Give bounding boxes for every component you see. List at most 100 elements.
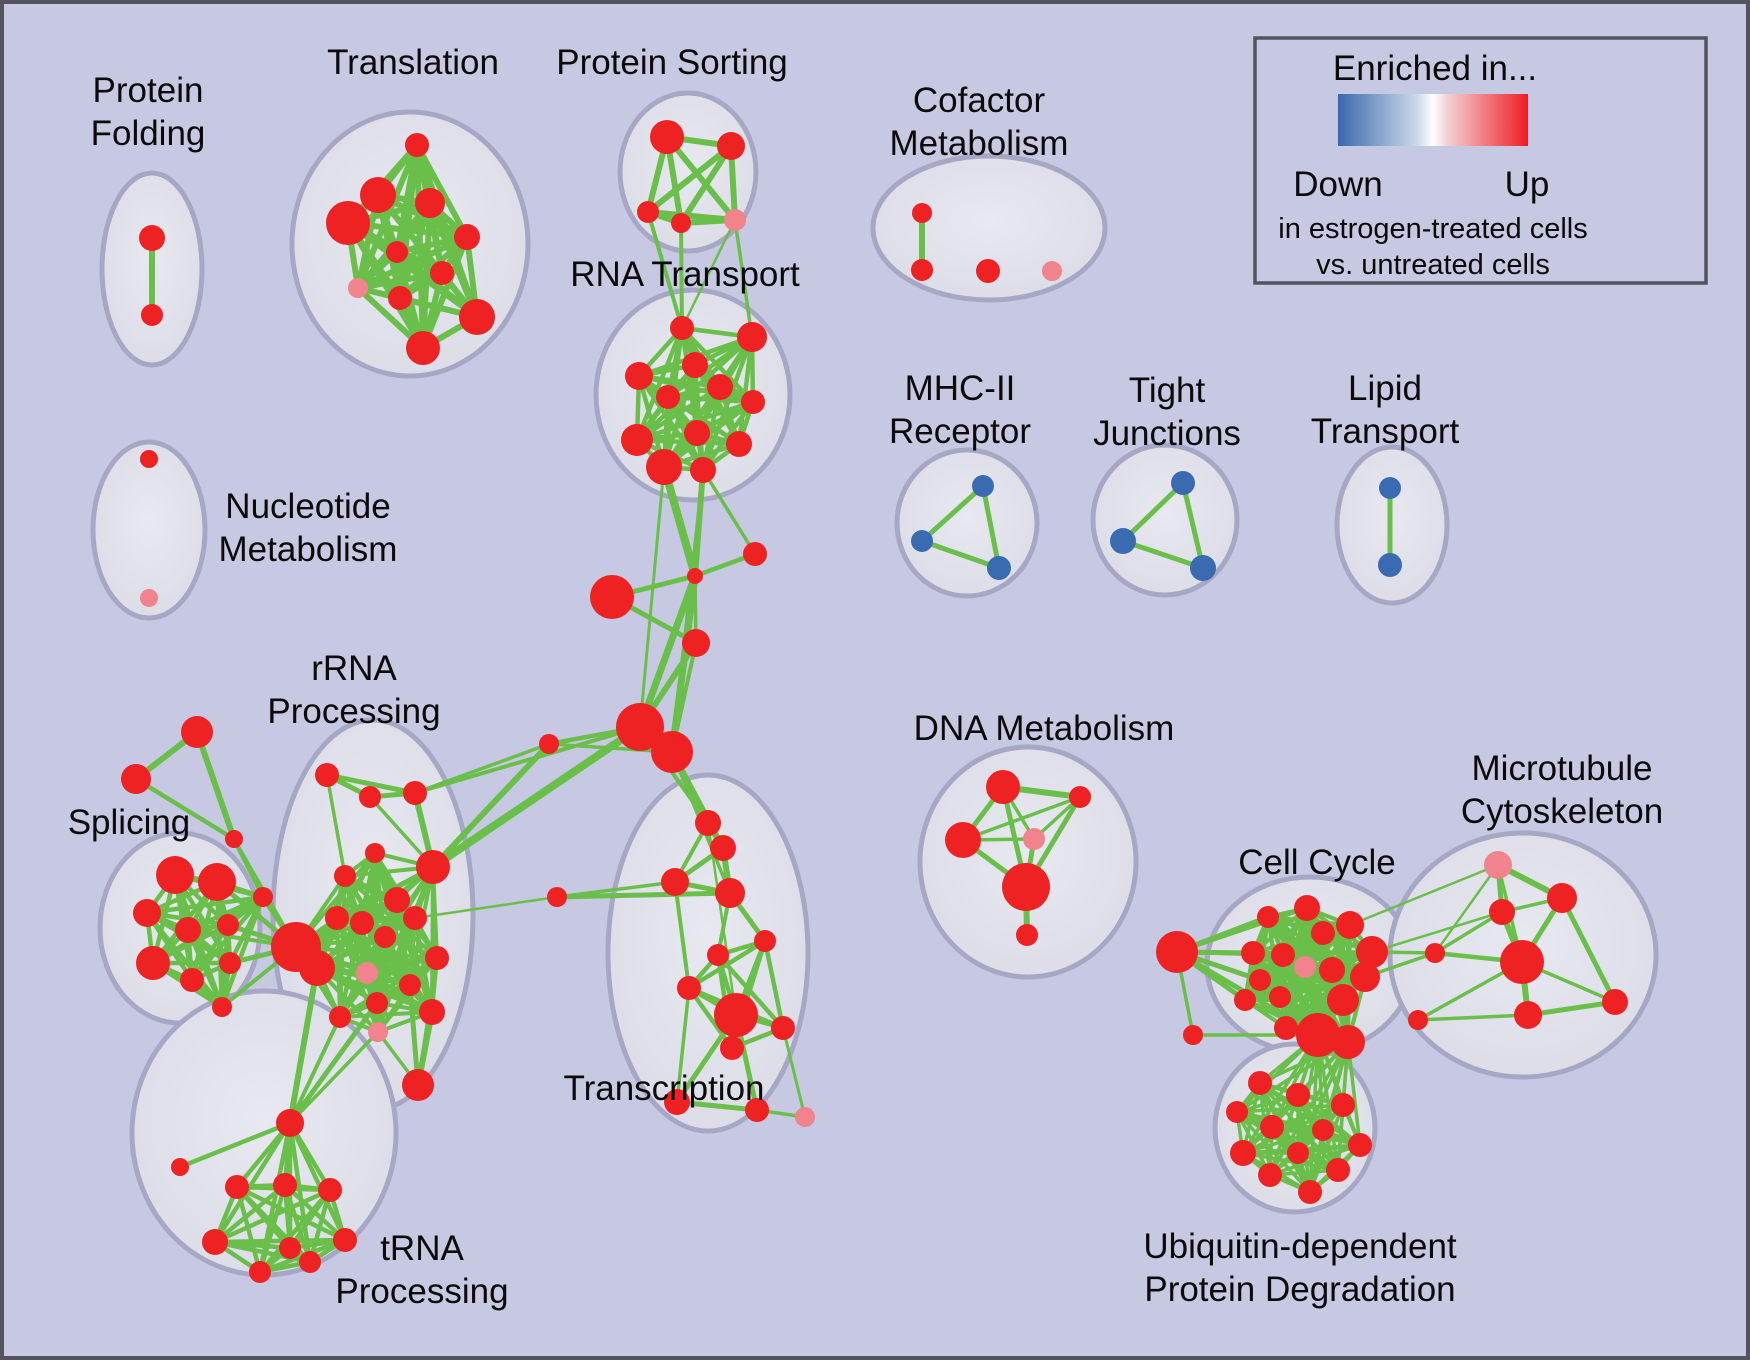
node-tl2	[360, 177, 396, 213]
label-splicing-line1: Splicing	[68, 803, 191, 842]
label-nucleotide-metabolism-line1: Nucleotide	[225, 487, 390, 526]
edge-r10-r17	[338, 916, 417, 1019]
label-rrna-processing-line1: rRNA	[311, 649, 397, 688]
edge-rt2-rt10	[736, 334, 755, 447]
edge-r8-r17	[335, 916, 342, 1019]
node-ps1	[650, 120, 684, 154]
node-r10	[403, 906, 427, 930]
legend-down-label: Down	[1293, 165, 1382, 204]
node-x6	[707, 944, 729, 966]
node-u2	[171, 1158, 189, 1176]
node-c14	[1269, 986, 1291, 1008]
edge-r16-r17	[338, 1010, 434, 1019]
edge-x10-x14	[781, 1026, 807, 1119]
node-h3	[590, 575, 634, 619]
node-c11	[1350, 962, 1380, 992]
node-pf1	[139, 225, 165, 251]
node-m4	[1500, 940, 1544, 984]
node-rt11	[646, 449, 682, 485]
node-nm2	[140, 589, 158, 607]
label-translation-line1: Translation	[327, 43, 499, 82]
edge-x7-x10	[762, 938, 786, 1031]
node-s4	[175, 917, 201, 943]
node-rt8	[621, 424, 653, 456]
edge-q3-q4	[1235, 1103, 1345, 1114]
edge-u1-u8	[287, 1120, 348, 1243]
node-x10	[771, 1016, 795, 1040]
edge-rt1-rt8	[634, 325, 685, 443]
edge-u2-u1	[177, 1120, 293, 1170]
edge-c4-c18	[1346, 923, 1352, 1044]
label-cell-cycle-line1: Cell Cycle	[1238, 843, 1396, 882]
node-mh1	[972, 475, 994, 497]
node-x2	[710, 835, 736, 861]
edge-q6-q7	[1241, 1128, 1325, 1155]
node-s2	[198, 863, 236, 901]
node-c7	[1294, 956, 1316, 978]
node-c9	[1249, 969, 1271, 991]
edge-u4-u9	[257, 1182, 288, 1275]
edge-h1-h5	[636, 572, 699, 731]
node-r14	[399, 974, 421, 996]
edge-h5-r6	[429, 723, 644, 871]
label-ubiquitin-degradation-line1: Ubiquitin-dependent	[1143, 1227, 1457, 1266]
node-m2	[1547, 883, 1577, 913]
edge-q7-q10	[1241, 1151, 1340, 1172]
label-protein-folding-line2: Folding	[91, 114, 206, 153]
node-s1	[156, 856, 194, 894]
edge-x3-x8	[673, 880, 691, 990]
node-h6	[651, 731, 693, 773]
node-d1	[986, 770, 1020, 804]
node-q9	[1348, 1133, 1372, 1157]
node-u10	[299, 1251, 321, 1273]
edge-r1-r3	[324, 772, 418, 796]
node-t3	[225, 830, 243, 848]
node-r3	[403, 781, 427, 805]
edge-rt11-h1	[660, 463, 699, 580]
node-mh2	[911, 530, 933, 552]
label-cofactor-metabolism-line1: Cofactor	[913, 81, 1046, 120]
node-rt2	[737, 322, 767, 352]
edge-m5-m3	[1433, 910, 1504, 955]
edge-u6-u8	[212, 1237, 348, 1245]
edge-x12-x13	[674, 1099, 760, 1113]
node-q11	[1258, 1163, 1282, 1187]
edge-ps2-ps3	[645, 143, 734, 215]
node-t2	[121, 764, 151, 794]
node-pf2	[141, 304, 163, 326]
node-s9	[212, 997, 232, 1017]
edge-u1-r18	[288, 1030, 380, 1125]
node-r8	[325, 906, 349, 930]
node-x8	[677, 976, 701, 1000]
edge-tj1-tj2	[1120, 480, 1186, 544]
label-cofactor-metabolism-line2: Metabolism	[890, 124, 1069, 163]
node-rt7	[741, 390, 765, 414]
label-ubiquitin-degradation-line2: Protein Degradation	[1144, 1270, 1455, 1309]
node-cf3	[976, 259, 1000, 283]
edge-ps4-rt1	[679, 221, 684, 330]
edge-m5-m1	[1433, 863, 1500, 955]
node-rt9	[684, 420, 710, 446]
edge-rt11-h5	[638, 465, 666, 729]
node-c12	[1327, 984, 1359, 1016]
node-u5	[318, 1178, 342, 1202]
node-u7	[279, 1237, 301, 1259]
legend: Enriched in... Down Up in estrogen-treat…	[1253, 36, 1708, 285]
node-q7	[1230, 1140, 1256, 1166]
edge-rt7-rt12	[700, 399, 756, 473]
node-tl4	[326, 201, 370, 245]
node-m3	[1489, 899, 1515, 925]
node-r13	[356, 962, 378, 984]
edge-x5-r10	[413, 895, 559, 920]
node-x3	[661, 868, 689, 896]
edge-r1-r5	[325, 773, 347, 878]
label-mhc-ii-receptor-line1: MHC-II	[905, 369, 1016, 408]
edge-c9-c11	[1258, 975, 1367, 982]
edge-h5-r3	[413, 725, 642, 795]
node-s6	[136, 946, 170, 980]
node-s5	[217, 914, 239, 936]
ellipse-mhc-ii-receptor	[894, 447, 1040, 599]
edge-c18-q9	[1346, 1040, 1362, 1147]
